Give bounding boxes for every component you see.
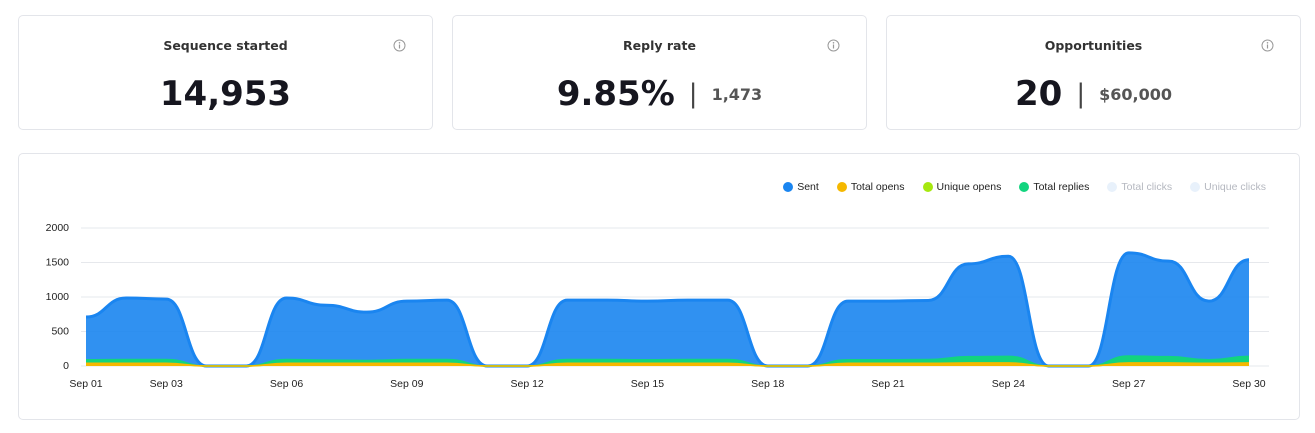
chart: 0 500 1000 1500 2000 Sep 01 Sep 03 Sep 06 Sep 09… xyxy=(46,222,1269,390)
legend-label: Total opens xyxy=(850,181,905,193)
x-tick-label: Sep 24 xyxy=(992,378,1025,390)
kpi-title: Sequence started xyxy=(163,38,288,53)
area xyxy=(86,252,1249,366)
info-icon[interactable] xyxy=(1261,39,1274,52)
x-tick-label: Sep 21 xyxy=(871,378,904,390)
y-tick-label: 0 xyxy=(63,360,69,372)
y-tick-label: 1500 xyxy=(46,256,70,268)
legend-label: Unique clicks xyxy=(1204,181,1266,193)
kpi-row: 20 | $60,000 xyxy=(887,74,1300,114)
legend-label: Total clicks xyxy=(1121,181,1173,193)
info-ring xyxy=(393,39,406,52)
y-tick-label: 1000 xyxy=(46,291,70,303)
x-tick-label: Sep 01 xyxy=(69,378,102,390)
y-tick-label: 500 xyxy=(51,325,69,337)
x-tick-label: Sep 03 xyxy=(150,378,183,390)
x-tick-label: Sep 09 xyxy=(390,378,423,390)
legend-item[interactable]: Sent xyxy=(783,181,819,193)
info-dot xyxy=(398,42,401,44)
legend-item[interactable]: Total clicks xyxy=(1107,181,1172,193)
y-tick-label: 2000 xyxy=(46,222,70,234)
area-line xyxy=(86,362,1250,367)
kpi-card: Opportunities 20 | $60,000 xyxy=(886,15,1301,130)
kpi-value: 9.85% xyxy=(556,74,675,114)
kpi-separator: | xyxy=(688,79,698,109)
legend-item[interactable]: Total opens xyxy=(836,181,905,193)
kpi-row: 14,953 xyxy=(19,74,432,114)
legend-swatch xyxy=(783,182,794,192)
kpi-secondary: $60,000 xyxy=(1099,84,1172,104)
kpi-card: Reply rate 9.85% | 1,473 xyxy=(452,15,867,130)
kpi-value: 14,953 xyxy=(159,74,292,114)
chart-card: Sent Total opens Unique opens Total replies… xyxy=(18,153,1300,420)
x-tick-label: Sep 27 xyxy=(1112,378,1145,390)
kpi-value: 20 xyxy=(1015,74,1063,114)
legend-swatch xyxy=(1019,182,1030,192)
info-dot xyxy=(832,42,835,44)
kpi-card: Sequence started 14,953 xyxy=(18,15,433,130)
legend-swatch xyxy=(836,182,847,192)
x-tick-label: Sep 06 xyxy=(270,378,303,390)
legend-item[interactable]: Unique clicks xyxy=(1190,181,1266,193)
info-dot xyxy=(1266,42,1269,44)
x-tick-label: Sep 18 xyxy=(751,378,784,390)
legend-item[interactable]: Unique opens xyxy=(922,181,1002,193)
legend-item[interactable]: Total replies xyxy=(1019,181,1089,193)
kpi-row: 9.85% | 1,473 xyxy=(453,74,866,114)
info-ring xyxy=(1261,39,1274,52)
info-ring xyxy=(827,39,840,52)
legend-swatch xyxy=(1107,182,1118,192)
kpi-secondary: 1,473 xyxy=(711,84,763,104)
x-tick-label: Sep 30 xyxy=(1232,378,1265,390)
legend-swatch xyxy=(922,182,933,192)
kpi-separator: | xyxy=(1076,79,1086,109)
kpi-title: Opportunities xyxy=(1044,38,1143,53)
x-tick-label: Sep 12 xyxy=(510,378,543,390)
info-icon[interactable] xyxy=(827,39,840,52)
legend: Sent Total opens Unique opens Total replies… xyxy=(783,181,1266,193)
x-tick-label: Sep 15 xyxy=(631,378,664,390)
info-icon[interactable] xyxy=(393,39,406,52)
legend-swatch xyxy=(1190,182,1201,192)
kpi-title: Reply rate xyxy=(623,38,696,53)
legend-label: Sent xyxy=(797,181,819,193)
legend-label: Unique opens xyxy=(936,181,1002,193)
legend-label: Total replies xyxy=(1033,181,1090,193)
